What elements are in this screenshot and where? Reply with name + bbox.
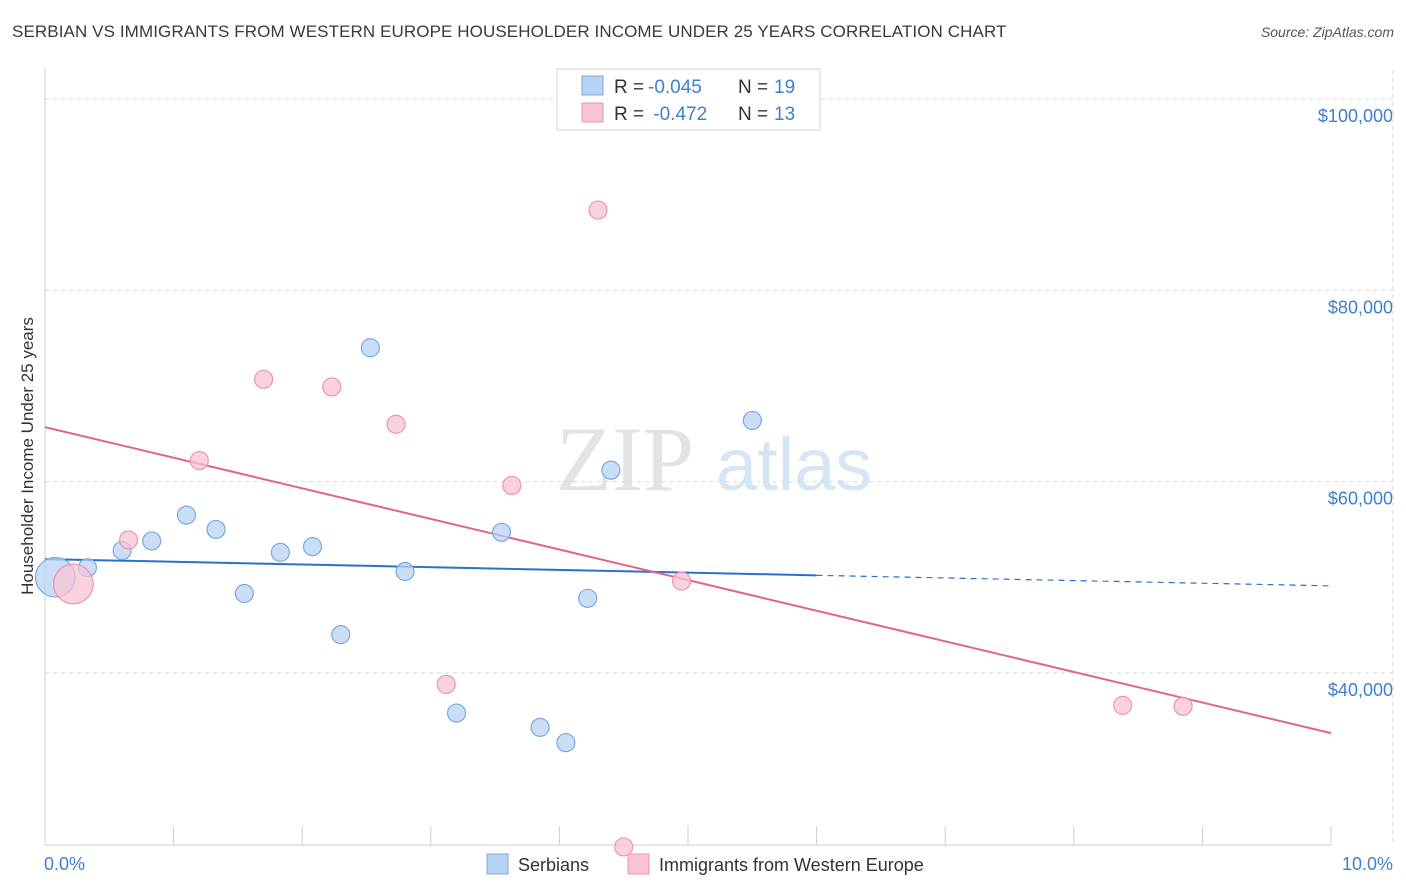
point-serbians (395, 561, 415, 582)
x-tick-label-max: 10.0% (1342, 854, 1393, 874)
point-immigrants (52, 563, 94, 605)
point-serbians (530, 717, 550, 737)
point-serbians (331, 625, 351, 645)
legend-n-value-1: 19 (774, 77, 795, 98)
bottom-swatch-immigrants (627, 853, 650, 875)
source-label: Source: ZipAtlas.com (1260, 24, 1394, 40)
point-immigrants (1113, 695, 1133, 715)
point-immigrants (118, 530, 139, 550)
point-serbians (578, 588, 598, 608)
axes (44, 68, 1332, 846)
legend-n-label-1: N = (738, 77, 768, 98)
point-serbians (270, 542, 290, 562)
tick-labels: $40,000 $60,000 $80,000 $100,000 0.0% 10.0% (44, 106, 1393, 874)
point-immigrants (614, 837, 634, 857)
point-immigrants (436, 674, 456, 694)
point-immigrants (386, 414, 406, 434)
point-serbians (601, 460, 621, 480)
legend-r-label-1: R = (614, 77, 644, 98)
point-immigrants (322, 377, 342, 397)
point-immigrants (502, 475, 522, 496)
bottom-legend-serbians: Serbians (518, 855, 589, 875)
chart-title: SERBIAN VS IMMIGRANTS FROM WESTERN EUROP… (12, 22, 1007, 41)
point-immigrants (189, 450, 209, 471)
watermark-atlas: atlas (716, 423, 872, 506)
legend-r-value-2: -0.472 (648, 104, 707, 125)
point-serbians (142, 531, 162, 551)
point-serbians (302, 537, 323, 557)
y-tick-label: $40,000 (1328, 680, 1393, 700)
point-serbians (176, 505, 197, 525)
legend-n-value-2: 13 (774, 104, 795, 125)
y-axis-title: Householder Income Under 25 years (18, 317, 37, 595)
correlation-legend: R = -0.045 N = 19 R = -0.472 N = 13 (556, 68, 821, 131)
point-serbians (206, 519, 226, 540)
legend-n-label-2: N = (738, 104, 768, 125)
point-immigrants (671, 571, 692, 591)
legend-swatch-serbians (581, 75, 604, 96)
point-serbians (491, 522, 512, 542)
point-immigrants (588, 200, 608, 220)
watermark-zip: ZIP (556, 408, 694, 510)
point-immigrants (1173, 696, 1193, 716)
point-serbians (360, 338, 380, 358)
point-serbians (446, 703, 467, 723)
data-points (34, 200, 1193, 857)
point-serbians (742, 410, 762, 431)
legend-swatch-immigrants (581, 102, 604, 123)
bottom-swatch-serbians (486, 853, 509, 875)
legend-r-label-2: R = (614, 104, 644, 125)
y-tick-label: $80,000 (1328, 297, 1393, 317)
series-legend: Serbians Immigrants from Western Europe (486, 853, 924, 875)
legend-r-value-1: -0.045 (648, 77, 702, 98)
trend-line-serbians (44, 558, 817, 577)
y-tick-label: $60,000 (1328, 489, 1393, 509)
grid-lines (45, 70, 1394, 845)
point-serbians (234, 583, 254, 604)
x-tick-label-min: 0.0% (44, 854, 85, 874)
bottom-legend-immigrants: Immigrants from Western Europe (659, 855, 924, 875)
point-immigrants (254, 369, 274, 389)
point-serbians (556, 733, 576, 753)
y-tick-label: $100,000 (1318, 106, 1393, 126)
trend-line-serbians-extension (816, 574, 1332, 587)
